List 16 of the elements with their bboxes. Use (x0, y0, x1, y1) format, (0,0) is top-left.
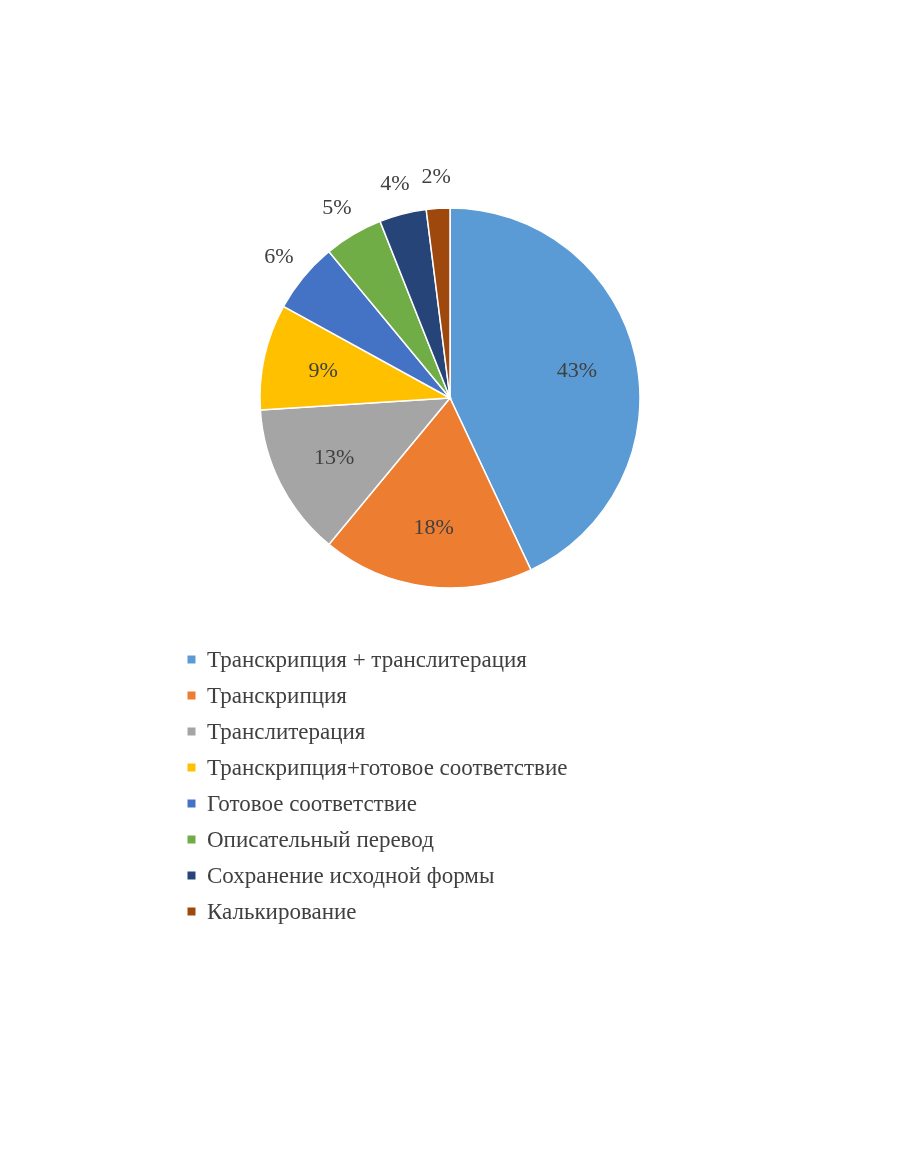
data-label: 5% (322, 193, 352, 219)
data-label: 4% (380, 169, 410, 195)
data-label: 2% (421, 163, 451, 189)
legend-label: Транслитерация (207, 718, 366, 744)
legend-label: Транскрипция + транслитерация (207, 646, 528, 672)
data-label: 18% (413, 513, 454, 539)
legend-label: Транскрипция (207, 682, 348, 708)
data-label: 9% (308, 356, 338, 382)
data-label: 43% (556, 356, 598, 382)
data-label: 13% (314, 444, 355, 470)
legend-label: Калькирование (207, 898, 357, 924)
data-label: 6% (264, 243, 294, 269)
legend-label: Описательный перевод (207, 826, 435, 852)
legend-label: Транскрипция+готовое соответствие (207, 754, 568, 780)
legend-label: Готовое соответствие (207, 790, 418, 816)
legend-label: Сохранение исходной формы (207, 862, 495, 888)
